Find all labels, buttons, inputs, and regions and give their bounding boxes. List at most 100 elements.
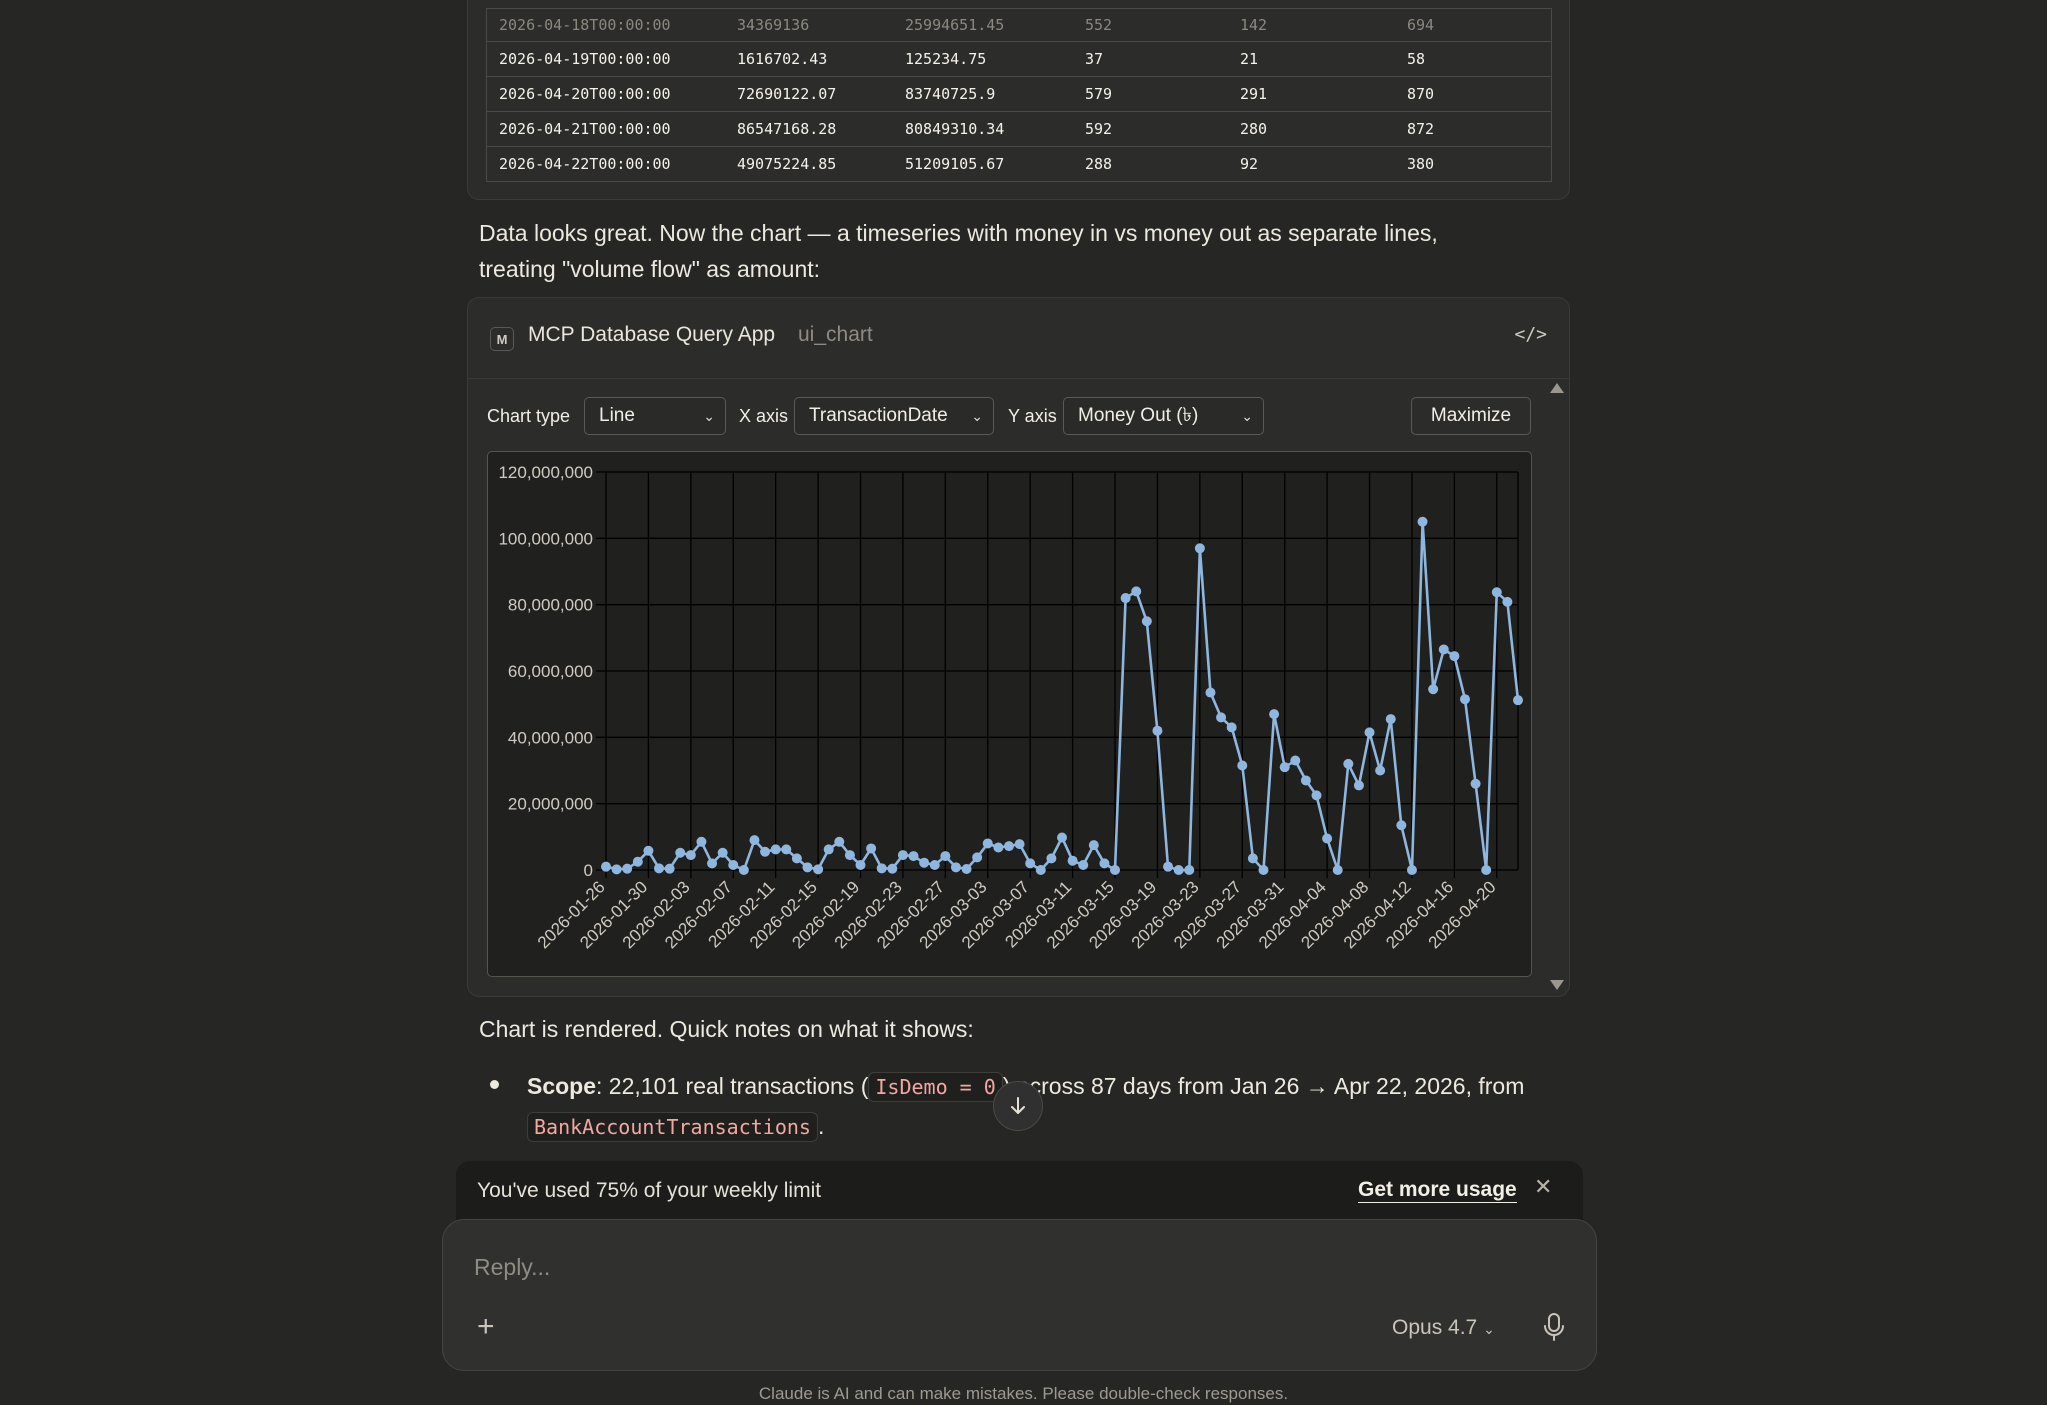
table-cell: 25994651.45 — [905, 16, 1005, 34]
data-point — [823, 844, 834, 855]
data-point — [887, 863, 898, 874]
series-line — [605, 520, 1520, 872]
data-point — [707, 858, 718, 869]
assistant-message: Data looks great. Now the chart — a time… — [479, 215, 1438, 287]
table-cell: 34369136 — [737, 16, 810, 34]
data-point — [1459, 694, 1470, 705]
table-cell: 872 — [1407, 120, 1435, 138]
data-point — [654, 863, 665, 874]
chart-type-label: Chart type — [487, 406, 571, 426]
model-selector[interactable]: Opus 4.7 ⌄ — [1392, 1316, 1495, 1340]
y-tick-label: 20,000,000 — [508, 795, 593, 814]
app-name: MCP Database Query App — [528, 323, 776, 346]
table-cell: 592 — [1085, 120, 1113, 138]
data-point — [1216, 712, 1227, 723]
data-point — [1014, 839, 1025, 850]
data-point — [897, 850, 908, 861]
data-point — [664, 863, 675, 874]
data-point — [781, 844, 792, 855]
scroll-down-arrow-icon[interactable] — [1550, 980, 1564, 990]
code-chip: IsDemo = 0 — [868, 1072, 1003, 1102]
microphone-icon[interactable] — [1541, 1312, 1567, 1342]
data-point — [1364, 727, 1375, 738]
table-cell: 2026-04-20T00:00:00 — [499, 85, 671, 103]
data-point — [1353, 780, 1364, 791]
data-point — [1247, 853, 1258, 864]
data-point — [1491, 587, 1502, 598]
table-cell: 870 — [1407, 85, 1435, 103]
app-badge-icon: M — [490, 327, 514, 351]
y-tick-label: 100,000,000 — [498, 529, 593, 548]
data-point — [1163, 861, 1174, 872]
data-point — [632, 856, 643, 867]
data-point — [1152, 725, 1163, 736]
data-point — [1311, 790, 1322, 801]
disclaimer: Claude is AI and can make mistakes. Plea… — [758, 1384, 1289, 1403]
table-row: 2026-04-21T00:00:00 86547168.28 80849310.3… — [487, 111, 1551, 146]
view-code-icon[interactable]: </> — [1514, 324, 1547, 345]
data-point — [940, 851, 951, 862]
data-point — [696, 836, 707, 847]
scroll-up-arrow-icon[interactable] — [1550, 383, 1564, 393]
table-cell: 2026-04-21T00:00:00 — [499, 120, 671, 138]
table-cell: 58 — [1407, 50, 1426, 68]
data-point — [1067, 855, 1078, 866]
x-axis-value: TransactionDate — [809, 405, 948, 426]
data-point — [1131, 586, 1142, 597]
data-point — [1481, 865, 1492, 875]
data-point — [1428, 684, 1439, 695]
maximize-button[interactable]: Maximize — [1411, 397, 1531, 435]
data-point — [844, 850, 855, 861]
get-more-usage-link[interactable]: Get more usage — [1358, 1178, 1517, 1203]
chart-type-value: Line — [599, 405, 635, 426]
data-point — [749, 835, 760, 846]
data-point — [770, 844, 781, 855]
data-point — [643, 845, 654, 856]
usage-text: You've used 75% of your weekly limit — [477, 1179, 822, 1202]
data-point — [1385, 714, 1396, 725]
data-point — [1502, 596, 1513, 607]
query-result-card — [467, 0, 1570, 200]
data-point — [1173, 865, 1184, 875]
y-axis-select[interactable]: Money Out (৳) ⌄ — [1063, 397, 1264, 435]
data-point — [1470, 778, 1481, 789]
add-attachment-icon[interactable]: + — [477, 1310, 495, 1343]
table-cell: 694 — [1407, 16, 1435, 34]
chevron-down-icon: ⌄ — [971, 408, 983, 424]
y-tick-label: 0 — [584, 861, 593, 880]
data-point — [1046, 853, 1057, 864]
data-point — [1290, 755, 1301, 766]
data-point — [950, 862, 961, 873]
table-cell: 142 — [1240, 16, 1268, 34]
data-point — [1332, 865, 1343, 875]
close-icon[interactable]: ✕ — [1534, 1174, 1553, 1199]
data-point — [1417, 516, 1428, 527]
data-point — [1258, 865, 1269, 875]
table-cell: 37 — [1085, 50, 1104, 68]
scope-text: ) across 87 days from Jan 26 → Apr 22, 2… — [1002, 1073, 1525, 1099]
reply-input[interactable]: Reply... — [474, 1254, 551, 1280]
data-point — [919, 857, 930, 868]
table-cell: 51209105.67 — [905, 155, 1005, 173]
data-point — [601, 861, 611, 872]
table-cell: 1616702.43 — [737, 50, 828, 68]
data-point — [972, 852, 983, 863]
y-axis-label: Y axis — [1008, 406, 1057, 426]
data-point — [929, 860, 940, 871]
data-point — [1322, 833, 1333, 844]
chart-type-select[interactable]: Line ⌄ — [584, 397, 726, 435]
message-line: treating "volume flow" as amount: — [479, 256, 821, 282]
data-point — [1449, 651, 1460, 662]
reply-composer[interactable]: Reply... + Opus 4.7 ⌄ — [442, 1219, 1597, 1371]
code-chip: BankAccountTransactions — [527, 1112, 818, 1142]
scroll-to-bottom-button[interactable] — [993, 1081, 1043, 1131]
query-result-table: 2026-04-18T00:00:00 34369136 25994651.45 55… — [486, 8, 1552, 182]
data-point — [1099, 858, 1110, 869]
data-point — [1141, 616, 1152, 627]
data-point — [866, 843, 877, 854]
x-axis-select[interactable]: TransactionDate ⌄ — [794, 397, 994, 435]
table-cell: 80849310.34 — [905, 120, 1005, 138]
data-point — [961, 864, 972, 875]
data-point — [1194, 543, 1205, 554]
data-point — [1078, 860, 1089, 871]
